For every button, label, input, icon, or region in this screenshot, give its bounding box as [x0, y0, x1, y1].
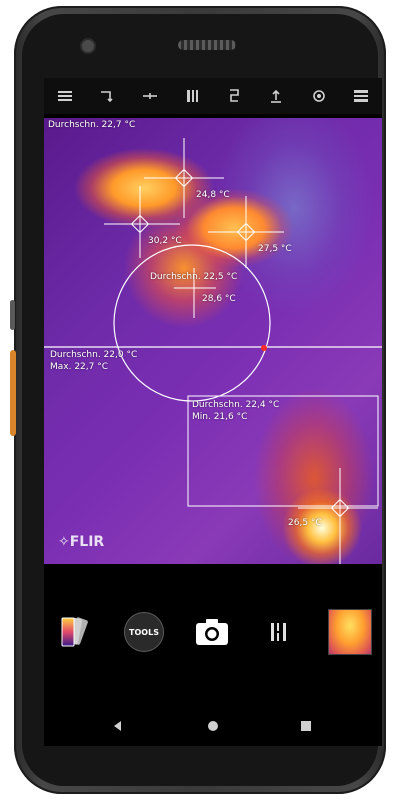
palette-grid-icon[interactable]	[344, 81, 378, 111]
circle-spot-label: 28,6 °C	[202, 294, 236, 304]
rect-average-label: Durchschn. 22,4 °C	[192, 400, 280, 410]
flir-logo-mark: ✧	[58, 534, 70, 550]
action-row: TOOLS	[44, 600, 382, 670]
line-max-label: Max. 22,7 °C	[50, 362, 109, 372]
upload-icon[interactable]	[259, 81, 293, 111]
back-icon[interactable]	[108, 716, 128, 736]
menu-icon[interactable]	[48, 81, 82, 111]
recents-icon[interactable]	[296, 716, 316, 736]
rect-min-label: Min. 21,6 °C	[192, 412, 248, 422]
android-nav-bar	[44, 706, 382, 746]
msx-mode-icon[interactable]	[258, 600, 302, 664]
level-icon[interactable]	[133, 81, 167, 111]
line-average-label: Durchschn. 22,0 °C	[50, 350, 138, 360]
top-toolbar	[44, 78, 382, 114]
flir-logo-text: FLIR	[69, 534, 105, 550]
app-screen: Durchschn. 22,7 °C 24,8 °C 30,2 °C 27,5 …	[44, 78, 382, 746]
thermal-image-view[interactable]: Durchschn. 22,7 °C 24,8 °C 30,2 °C 27,5 …	[44, 118, 382, 564]
last-image-thumbnail[interactable]	[326, 600, 374, 664]
home-icon[interactable]	[203, 716, 223, 736]
settings-icon[interactable]	[302, 81, 336, 111]
spot-3-label: 27,5 °C	[258, 244, 292, 254]
spot-1-label: 24,8 °C	[196, 190, 230, 200]
bottom-control-bar: TOOLS	[44, 564, 382, 746]
measurement-overlay	[44, 138, 382, 564]
gallery-icon[interactable]	[175, 81, 209, 111]
camera-icon[interactable]	[190, 600, 234, 664]
rotate-icon[interactable]	[90, 81, 124, 111]
tools-button[interactable]: TOOLS	[122, 600, 166, 664]
circle-average-label: Durchschn. 22,5 °C	[150, 272, 238, 282]
spot-4-label: 26,5 °C	[288, 518, 322, 528]
spot-2-label: 30,2 °C	[148, 236, 182, 246]
flash-icon[interactable]	[217, 81, 251, 111]
side-programmable-button	[10, 350, 16, 436]
tools-label: TOOLS	[129, 627, 159, 637]
palette-icon[interactable]	[54, 600, 98, 664]
earpiece-speaker	[178, 40, 236, 50]
side-volume-button	[10, 300, 15, 330]
overall-average-label: Durchschn. 22,7 °C	[48, 120, 136, 130]
flir-logo: ✧FLIR	[58, 534, 104, 550]
front-camera	[82, 40, 94, 52]
